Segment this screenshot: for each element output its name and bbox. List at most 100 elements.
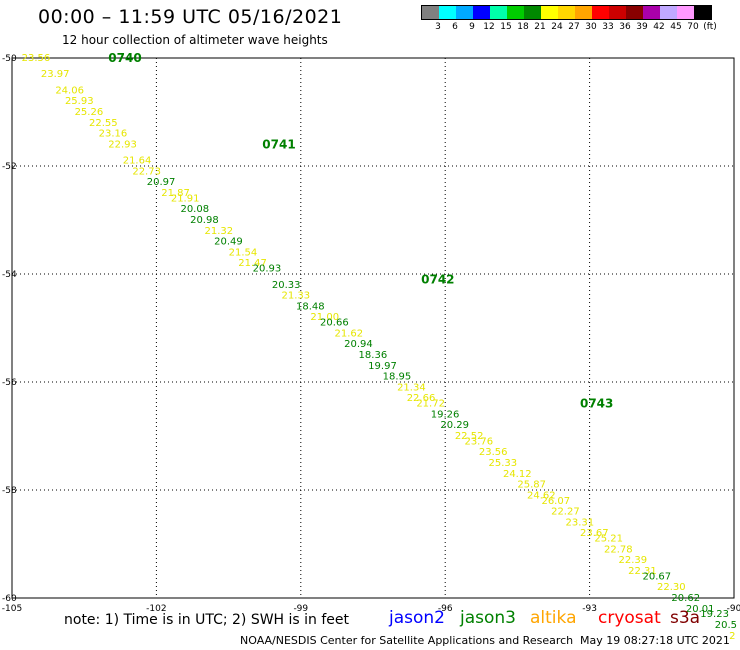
wave-height-value: 21.72 [416,399,445,410]
color-swatch [473,6,490,19]
wave-height-value: 21.34 [397,382,426,393]
color-scale-swatches [421,5,712,20]
wave-height-value: 22.73 [132,166,161,177]
x-tick-label: -96 [438,604,453,614]
color-swatch [541,6,558,19]
color-swatch [694,6,711,19]
color-swatch [609,6,626,19]
y-tick-label: -54 [2,270,17,280]
wave-height-value: 25.87 [517,480,546,491]
color-swatch [490,6,507,19]
wave-height-value: 23.76 [464,436,493,447]
color-scale-label: 36 [619,22,631,32]
satellite-legend-item: s3a [670,608,701,628]
color-scale-label: 12 [483,22,495,32]
pass-time-label: 0742 [421,272,454,286]
wave-height-value: 22.55 [89,118,118,129]
pass-time-label: 0741 [262,137,295,151]
wave-height-value: 21.87 [161,188,190,199]
footer-credit: NOAA/NESDIS Center for Satellite Applica… [240,634,574,647]
color-swatch [422,6,439,19]
wave-height-value: 21.00 [310,312,339,323]
color-swatch [507,6,524,19]
wave-height-value: 22.39 [618,555,647,566]
wave-height-value: 20.49 [214,237,243,248]
wave-height-value: 23.56 [22,53,51,64]
wave-height-value: 20.98 [190,215,219,226]
pass-time-label: 0743 [580,397,613,411]
color-scale-label: 70 [687,22,699,32]
wave-height-value: 25.21 [594,534,623,545]
y-tick-label: -58 [2,486,17,496]
wave-height-value: 22.93 [108,139,137,150]
color-scale-label: (ft) [703,22,717,32]
wave-height-value: 18.36 [359,350,388,361]
x-tick-label: -99 [293,604,308,614]
wave-height-value: 20.08 [180,204,209,215]
wave-height-value: 23.31 [566,517,595,528]
y-tick-label: -60 [2,594,17,604]
satellite-legend-item: cryosat [598,608,661,628]
color-scale-label: 45 [670,22,682,32]
wave-height-value: 24.62 [527,490,556,501]
wave-height-value: 20.94 [344,339,373,350]
wave-height-value: 20.67 [643,571,672,582]
color-swatch [524,6,541,19]
wave-height-value: 19.26 [431,409,460,420]
wave-height-value: 19.23 [700,609,729,620]
map-title: 00:00 – 11:59 UTC 05/16/2021 [38,6,343,28]
color-scale-label: 24 [551,22,563,32]
wave-height-value: 22.66 [407,393,436,404]
wave-height-value: 18.48 [296,301,325,312]
wave-height-value: 21.54 [229,247,258,258]
satellite-legend-item: altika [530,608,577,628]
wave-height-value: 20.93 [253,264,282,275]
color-swatch [456,6,473,19]
color-swatch [592,6,609,19]
generated-timestamp: May 19 08:27:18 UTC 2021 [580,634,730,647]
color-scale-label: 18 [517,22,529,32]
footer-note: note: 1) Time is in UTC; 2) SWH is in fe… [64,612,350,628]
wave-height-value: 25.93 [65,96,94,107]
color-swatch [677,6,694,19]
color-scale-labels: 3 6 9 12 15 18 21 24 27 30 33 36 39 42 45 70 (ft) [421,20,717,34]
pass-time-label: 0740 [108,51,141,65]
y-tick-label: -56 [2,378,17,388]
color-scale-label: 15 [500,22,512,32]
wave-height-value: 23.56 [479,447,508,458]
x-tick-label: -105 [2,604,22,614]
color-swatch [558,6,575,19]
wave-height-color-scale: 3 6 9 12 15 18 21 24 27 30 33 36 39 42 45 70 (ft) [421,5,717,34]
wave-height-value: 24.12 [503,469,532,480]
color-scale-label: 9 [469,22,475,32]
satellite-legend-item: jason2 [389,608,445,628]
color-scale-label: 42 [653,22,665,32]
wave-height-value: 25.26 [75,107,104,118]
wave-height-value: 20.66 [320,318,349,329]
y-tick-label: -52 [2,162,17,172]
wave-height-value: 2 [729,631,735,642]
color-scale-label: 30 [585,22,597,32]
wave-height-value: 21.64 [123,156,152,167]
wave-height-value: 26.07 [541,496,570,507]
color-scale-label: 21 [534,22,546,32]
wave-height-value: 22.78 [604,544,633,555]
color-swatch [439,6,456,19]
color-scale-label: 27 [568,22,580,32]
wave-height-value: 22.52 [455,431,484,442]
color-swatch [575,6,592,19]
y-tick-label: -50 [2,54,17,64]
color-swatch [626,6,643,19]
wave-height-value: 21.47 [238,258,267,269]
x-tick-label: -90 [727,604,740,614]
wave-height-value: 22.27 [551,507,580,518]
satellite-legend-item: jason3 [460,608,516,628]
wave-height-value: 19.97 [368,361,397,372]
wave-height-value: 23.97 [41,69,70,80]
wave-height-value: 23.16 [99,129,128,140]
wave-height-value: 18.95 [383,372,412,383]
wave-height-value: 20.97 [147,177,176,188]
wave-height-value: 20.5 [715,620,737,631]
color-scale-label: 3 [435,22,441,32]
